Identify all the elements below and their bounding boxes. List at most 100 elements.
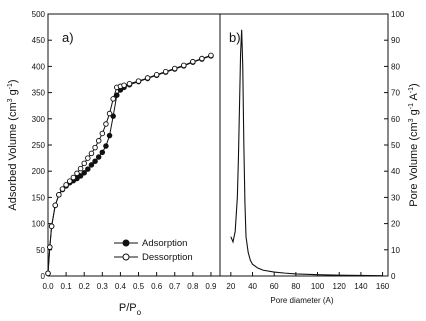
panel-a-point-adsorption [99,149,106,156]
panel-a-point-dessorption [70,174,77,181]
panel-a-xtick-label: 0.9 [205,282,217,291]
panel-a-point-dessorption [126,80,133,87]
panel-a-xlabel-text: P/P [119,302,137,314]
panel-b-xtick-label: 40 [248,282,257,291]
panel-a-point-dessorption [181,62,187,69]
panel-b-x-axis-title: Pore diameter (A) [270,296,333,305]
panel-a-point-dessorption [171,65,178,72]
panel-b-xtick-label: 20 [226,282,235,291]
panel-b-xtick-label: 160 [376,282,390,291]
panel-a-xlabel-sub: o [137,308,142,317]
panel-a-xtick-label: 0.2 [79,282,91,291]
panel-a-ytick-label: 400 [32,62,46,71]
panel-b-y-axis-title: Pore Volume (cm3 g-1 A-1) [408,83,420,206]
panel-a-ylabel-text: Adsorbed Volume (cm [7,102,19,210]
panel-a-point-dessorption [92,144,98,151]
panel-a-point-adsorption [85,166,91,172]
panel-b-xtick-label: 140 [354,282,368,291]
panel-a-label: a) [62,30,74,45]
panel-a-y-axis-title: Adsorbed Volume (cm3 g-1) [7,79,19,210]
panel-b-ylabel-sup1: 3 [408,118,415,122]
panel-a-point-dessorption [85,155,91,161]
panel-a-point-dessorption [63,182,69,188]
panel-a-point-adsorption [95,154,102,160]
panel-a-point-dessorption [59,186,66,192]
panel-a-point-dessorption [56,192,62,198]
panel-b-ylabel-mid2: A [408,93,420,103]
panel-a-ytick-label: 350 [32,89,46,98]
panel-a-point-dessorption [99,130,106,137]
panel-a-xtick-label: 0.3 [97,282,109,291]
panel-b-ytick-label: 70 [391,89,400,98]
panel-a-point-dessorption [153,72,160,78]
panel-a-point-dessorption [47,244,53,250]
panel-a-ytick-label: 50 [36,246,45,255]
panel-b-series-line [230,29,383,277]
panel-b-ylabel-text: Pore Volume (cm [408,122,420,206]
panel-a-point-dessorption [45,270,51,277]
panel-a-point-dessorption [103,121,109,127]
panel-a-point-dessorption [121,82,127,89]
panel-a-xtick-label: 0.8 [187,282,199,291]
panel-a-point-dessorption [110,96,116,102]
panel-a-point-dessorption [88,150,95,157]
panel-b-frame [219,13,389,277]
panel-a: 0 50 100 150 200 250 300 350 400 450 500 0.0 0.1 0.2 0… [32,10,217,291]
panel-a-point-dessorption [52,202,58,209]
panel-a-point-dessorption [66,178,73,184]
panel-b-label: b) [229,30,241,45]
panel-b-ytick-label: 0 [391,272,396,281]
panel-a-point-dessorption [74,170,80,177]
panel-a-x-axis-title: P/Po [119,302,142,317]
panel-b-ytick-label: 60 [391,115,400,124]
panel-b: 0 10 20 30 40 50 60 70 80 90 100 20 40 60 80 100 120 140 1… [226,10,405,291]
legend-adsorption-label: Adsorption [142,238,187,249]
panel-a-ytick-label: 250 [32,141,46,150]
panel-b-ytick-label: 80 [391,62,400,71]
panel-a-point-adsorption [106,132,113,139]
legend-adsorption-marker [122,239,130,247]
panel-b-xtick-label: 120 [333,282,347,291]
panel-a-point-adsorption [110,113,116,119]
panel-b-xtick-label: 80 [291,282,300,291]
panel-b-xtick-label: 60 [270,282,279,291]
panel-a-ytick-label: 100 [32,220,46,229]
panel-b-ytick-label: 30 [391,193,400,202]
panel-a-xtick-label: 0.5 [133,282,145,291]
panel-a-point-dessorption [135,78,142,84]
panel-a-frame [47,13,221,277]
panel-a-ytick-label: 200 [32,167,46,176]
panel-a-point-dessorption [77,165,84,172]
panel-a-point-dessorption [106,110,113,117]
panel-a-xtick-label: 0.1 [61,282,73,291]
panel-a-xtick-label: 0.0 [42,282,54,291]
panel-a-point-dessorption [95,138,102,144]
panel-a-xtick-label: 0.4 [115,282,127,291]
panel-a-legend: Adsorption Dessorption [114,238,193,263]
panel-a-xtick-label: 0.6 [151,282,163,291]
panel-b-xtick-label: 100 [311,282,325,291]
panel-b-ytick-label: 40 [391,167,400,176]
panel-b-ytick-label: 100 [391,10,405,19]
panel-b-ytick-label: 10 [391,246,400,255]
panel-a-ytick-label: 500 [32,10,46,19]
panel-a-point-adsorption [103,143,109,149]
panel-a-point-dessorption [48,223,55,229]
panel-a-ytick-label: 150 [32,193,46,202]
panel-a-ylabel-sup1: 3 [7,98,14,102]
panel-b-ylabel-end: ) [408,83,420,87]
panel-b-ylabel-mid: g [408,109,420,118]
panel-b-ylabel-sup3: -1 [408,87,415,93]
panel-a-point-dessorption [81,160,87,167]
panel-a-ytick-label: 0 [41,272,46,281]
panel-a-point-dessorption [162,68,169,75]
panel-a-ytick-label: 300 [32,115,46,124]
panel-a-point-dessorption [199,55,205,62]
panel-a-point-adsorption [88,162,95,168]
panel-a-ylabel-end: ) [7,79,19,83]
legend-dessorption-marker [122,253,130,261]
panel-a-point-adsorption [81,170,87,176]
panel-a-point-dessorption [208,52,214,59]
panel-b-ytick-label: 50 [391,141,400,150]
